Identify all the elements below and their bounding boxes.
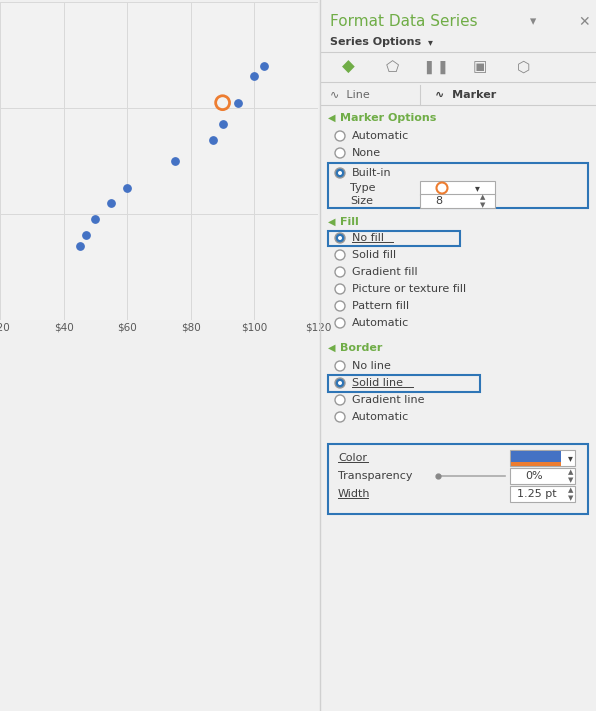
Text: ▾: ▾ — [475, 183, 480, 193]
FancyBboxPatch shape — [510, 468, 575, 484]
Ellipse shape — [335, 378, 345, 388]
Text: ▼: ▼ — [568, 495, 573, 501]
Text: Color: Color — [338, 453, 367, 463]
Text: Border: Border — [340, 343, 383, 353]
Ellipse shape — [335, 233, 345, 243]
Text: Automatic: Automatic — [352, 131, 409, 141]
Text: ▲: ▲ — [568, 487, 573, 493]
Point — [218, 118, 227, 129]
Text: ◆: ◆ — [342, 58, 355, 76]
Text: ▾: ▾ — [530, 16, 536, 28]
Text: Pattern fill: Pattern fill — [352, 301, 409, 311]
Text: ◀: ◀ — [328, 343, 336, 353]
Text: ▌▐: ▌▐ — [426, 60, 446, 74]
Text: Automatic: Automatic — [352, 412, 409, 422]
Ellipse shape — [335, 361, 345, 371]
Ellipse shape — [335, 250, 345, 260]
Ellipse shape — [335, 318, 345, 328]
Point — [170, 155, 179, 166]
Point — [81, 230, 91, 241]
Text: None: None — [352, 148, 381, 158]
Point — [107, 198, 116, 209]
Text: Width: Width — [338, 489, 371, 499]
Text: ∿  Marker: ∿ Marker — [435, 90, 496, 100]
Point — [218, 97, 227, 108]
Point — [74, 240, 84, 252]
FancyBboxPatch shape — [420, 181, 495, 195]
Text: Gradient fill: Gradient fill — [352, 267, 418, 277]
Point — [250, 70, 259, 82]
Ellipse shape — [338, 381, 342, 385]
Text: ▾: ▾ — [568, 453, 573, 463]
Text: Type: Type — [350, 183, 375, 193]
Point — [259, 60, 269, 71]
Text: Format Data Series: Format Data Series — [330, 14, 477, 29]
Ellipse shape — [335, 168, 345, 178]
Text: Solid fill: Solid fill — [352, 250, 396, 260]
FancyBboxPatch shape — [510, 486, 575, 502]
Text: ▲: ▲ — [568, 469, 573, 475]
Text: Solid line: Solid line — [352, 378, 403, 388]
FancyBboxPatch shape — [510, 450, 575, 466]
Text: 8: 8 — [435, 196, 442, 206]
Ellipse shape — [335, 267, 345, 277]
Text: ◀: ◀ — [328, 217, 336, 227]
Text: No line: No line — [352, 361, 391, 371]
Text: ◀: ◀ — [328, 113, 336, 123]
Point — [91, 213, 100, 225]
Text: ⬠: ⬠ — [386, 60, 399, 75]
Text: 1.25 pt: 1.25 pt — [517, 489, 557, 499]
Text: Size: Size — [350, 196, 373, 206]
Ellipse shape — [335, 395, 345, 405]
Ellipse shape — [335, 148, 345, 158]
Text: Gradient line: Gradient line — [352, 395, 424, 405]
Text: ▼: ▼ — [480, 202, 485, 208]
Text: Fill: Fill — [340, 217, 359, 227]
Text: ▲: ▲ — [480, 194, 485, 200]
Ellipse shape — [335, 131, 345, 141]
Text: Picture or texture fill: Picture or texture fill — [352, 284, 466, 294]
Ellipse shape — [338, 236, 342, 240]
Text: ▣: ▣ — [473, 60, 487, 75]
Text: No fill: No fill — [352, 233, 384, 243]
Text: Built-in: Built-in — [352, 168, 392, 178]
Point — [234, 97, 243, 108]
Text: ▾: ▾ — [428, 37, 433, 47]
Text: ⬡: ⬡ — [517, 60, 530, 75]
Bar — [511, 462, 561, 466]
Text: 0%: 0% — [525, 471, 542, 481]
Text: ∿  Line: ∿ Line — [330, 90, 370, 100]
Text: ▼: ▼ — [568, 477, 573, 483]
Point — [122, 182, 132, 193]
Text: Transparency: Transparency — [338, 471, 412, 481]
Text: ✕: ✕ — [578, 15, 589, 29]
Text: Automatic: Automatic — [352, 318, 409, 328]
Text: Marker Options: Marker Options — [340, 113, 436, 123]
Ellipse shape — [335, 284, 345, 294]
Text: Series Options: Series Options — [330, 37, 421, 47]
Bar — [511, 451, 561, 462]
Ellipse shape — [335, 301, 345, 311]
Point — [208, 134, 218, 146]
FancyBboxPatch shape — [420, 194, 495, 208]
Ellipse shape — [338, 171, 342, 175]
Ellipse shape — [335, 412, 345, 422]
